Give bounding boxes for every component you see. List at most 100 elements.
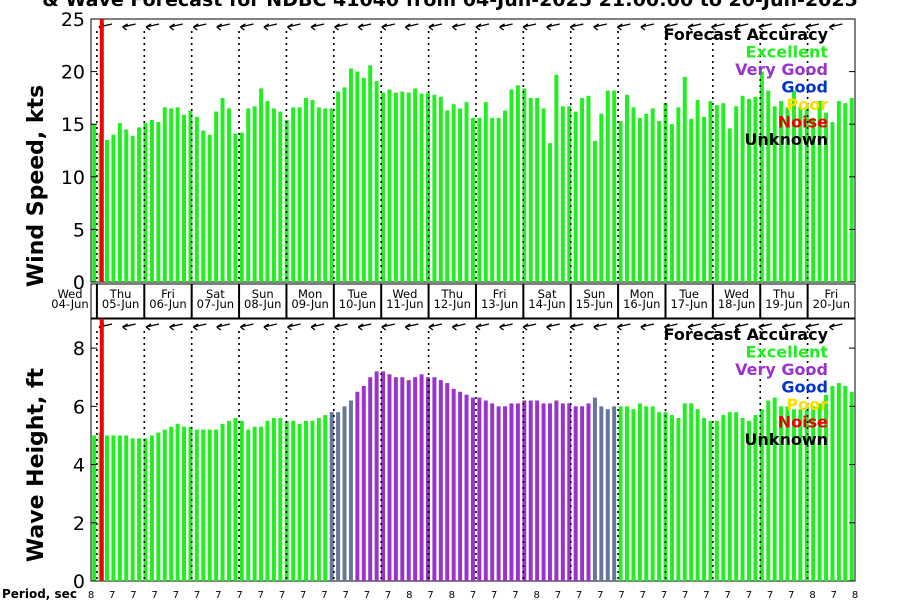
direction-arrow-icon [522,323,537,331]
period-value: 7 [725,590,731,600]
day-name-label: Mon [630,287,654,301]
direction-arrow-icon [616,323,631,331]
day-name-label: Thu [109,287,132,301]
data-bar [143,123,148,283]
direction-arrow-icon [145,323,160,331]
data-bar [689,403,694,581]
legend-entry: Poor [786,395,828,414]
data-bar [836,101,841,282]
data-bar [682,76,687,282]
direction-arrow-icon [758,323,772,331]
data-bar [342,406,347,581]
data-bar [631,409,636,581]
data-bar [785,406,790,581]
data-bar [265,101,270,282]
data-bar [586,403,591,581]
data-bar [573,406,578,581]
data-bar [785,107,790,283]
data-bar [246,429,251,581]
data-bar [271,108,276,282]
data-bar [702,417,707,581]
data-bar [567,403,572,581]
data-bar [239,132,244,282]
data-bar [348,68,353,282]
y-tick-label: 0 [73,571,85,593]
day-date-label: 15-Jun [576,297,613,311]
data-bar [477,397,482,581]
period-label: Period, sec [2,587,77,600]
data-bar [304,97,308,283]
data-bar [669,415,674,581]
data-bar [458,108,463,282]
data-bar [445,383,450,581]
data-bar [137,438,142,581]
data-bar [194,116,199,282]
direction-arrow-icon [381,323,395,331]
y-tick-label: 10 [61,167,85,189]
data-bar [714,420,719,581]
data-bar [323,415,328,581]
data-bar [663,103,668,282]
data-bar [586,95,591,282]
period-value: 8 [406,590,412,600]
data-bar [374,81,379,282]
data-bar [188,110,193,283]
data-bar [650,108,655,282]
period-value: 7 [385,590,391,600]
data-bar [824,112,829,282]
data-bar [259,426,264,581]
data-bar [201,130,206,282]
data-bar [612,90,617,282]
data-bar [355,391,360,581]
data-bar [458,391,463,581]
direction-arrow-icon [734,23,749,31]
data-bar [727,128,732,282]
data-bar [669,124,674,282]
period-value: 7 [343,590,349,600]
data-bar [817,403,822,581]
direction-arrow-icon [546,23,560,31]
data-bar [753,96,758,282]
data-bar [721,103,726,282]
data-bar [766,90,771,282]
period-row: Period, sec 8 7 7 7 7 7 7 7 7 7 7 7 7 7 7 8 7 8 7 7 7 8 7 7 7 7 7 7… [2,587,858,600]
period-value: 7 [279,590,285,600]
data-bar [342,87,347,282]
direction-arrow-icon [758,23,772,31]
data-bar [547,143,552,282]
period-value: 7 [364,590,370,600]
data-bar [509,89,514,282]
legend-title: Forecast Accuracy [664,325,829,344]
data-bar [271,417,276,581]
direction-arrow-icon [310,23,325,31]
data-bar [496,406,501,581]
period-value: 7 [258,590,264,600]
day-date-label: 11-Jun [386,297,423,311]
y-tick-label: 4 [73,455,85,477]
data-bar [798,106,803,282]
data-bar [637,403,642,581]
day-date-label: 07-Jun [197,297,234,311]
direction-arrow-icon [357,23,372,31]
data-bar [592,141,597,282]
period-value: 7 [427,590,433,600]
period-value: 7 [321,590,327,600]
day-date-label: 05-Jun [102,297,139,311]
direction-arrow-icon [546,323,560,331]
y-tick-label: 8 [73,338,85,360]
data-bar [239,420,244,581]
data-bar [740,95,745,282]
data-bar [246,108,251,282]
direction-arrow-icon [192,23,207,31]
day-date-label: 16-Jun [623,297,660,311]
data-bar [650,406,655,581]
data-bar [528,400,533,581]
data-bar [329,412,334,581]
data-bar [811,117,816,282]
data-bar [599,113,604,283]
y-tick-label: 15 [61,114,85,136]
data-bar [567,106,572,282]
y-tick-label: 0 [73,272,85,294]
data-bar [310,100,315,282]
